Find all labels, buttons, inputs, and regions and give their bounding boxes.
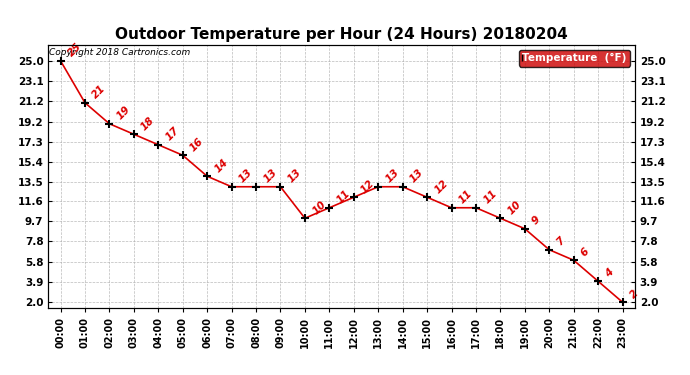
- Text: 9: 9: [531, 214, 542, 226]
- Text: Copyright 2018 Cartronics.com: Copyright 2018 Cartronics.com: [50, 48, 190, 57]
- Text: 17: 17: [164, 125, 181, 142]
- Text: 13: 13: [237, 167, 255, 184]
- Title: Outdoor Temperature per Hour (24 Hours) 20180204: Outdoor Temperature per Hour (24 Hours) …: [115, 27, 568, 42]
- Text: 11: 11: [457, 188, 475, 206]
- Text: 2: 2: [628, 288, 640, 300]
- Text: 6: 6: [580, 246, 591, 258]
- Text: 11: 11: [482, 188, 499, 206]
- Text: 14: 14: [213, 157, 230, 174]
- Text: 13: 13: [408, 167, 426, 184]
- Text: 19: 19: [115, 104, 132, 122]
- Text: 11: 11: [335, 188, 352, 206]
- Text: 13: 13: [286, 167, 304, 184]
- Text: 12: 12: [433, 178, 450, 195]
- Text: 25: 25: [66, 41, 83, 58]
- Legend: Temperature  (°F): Temperature (°F): [519, 50, 629, 66]
- Text: 13: 13: [384, 167, 401, 184]
- Text: 12: 12: [359, 178, 377, 195]
- Text: 16: 16: [188, 136, 206, 153]
- Text: 21: 21: [90, 83, 108, 100]
- Text: 10: 10: [506, 199, 523, 216]
- Text: 4: 4: [604, 267, 616, 279]
- Text: 7: 7: [555, 236, 567, 248]
- Text: 10: 10: [310, 199, 328, 216]
- Text: 18: 18: [139, 115, 157, 132]
- Text: 13: 13: [262, 167, 279, 184]
